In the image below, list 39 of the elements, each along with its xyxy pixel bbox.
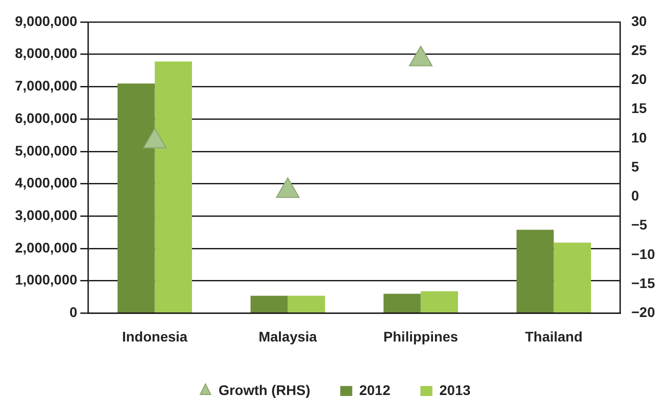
y-tick-label: 4,000,000 (14, 174, 78, 191)
y-tick-label: 0 (69, 304, 78, 320)
y2-tick-label: 5 (631, 158, 640, 174)
point (143, 128, 167, 148)
bar (250, 296, 288, 313)
point (409, 46, 433, 66)
x-tick-label: Indonesia (122, 328, 188, 344)
y-tick-label: 7,000,000 (14, 78, 78, 94)
y2-tick-label: 0 (631, 188, 640, 204)
y2-tick-label: −15 (631, 274, 656, 291)
y2-tick-label: 30 (631, 12, 648, 29)
x-tick-label: Philippines (383, 328, 458, 344)
y-tick-label: 2,000,000 (14, 239, 78, 256)
y2-tick-label: 15 (631, 100, 648, 116)
y-tick-label: 3,000,000 (14, 206, 78, 223)
legend-label: 2013 (439, 382, 471, 398)
bar (154, 61, 192, 313)
bar (384, 294, 421, 313)
y-tick-label: 1,000,000 (14, 272, 78, 288)
y2-tick-label: 20 (631, 71, 648, 88)
y-tick-label: 9,000,000 (14, 12, 78, 29)
bar (554, 242, 591, 313)
y2-tick-label: 10 (631, 129, 648, 146)
bar (288, 296, 326, 313)
y-tick-label: 6,000,000 (14, 110, 78, 126)
legend-label: Growth (RHS) (218, 382, 310, 398)
legend-label: 2012 (359, 382, 391, 398)
y2-tick-label: −20 (631, 304, 656, 320)
y2-tick-label: −5 (631, 216, 648, 233)
y-tick-label: 5,000,000 (14, 142, 78, 158)
y2-tick-label: −10 (631, 246, 656, 262)
bar (516, 230, 554, 313)
y2-tick-label: 25 (631, 42, 648, 58)
bar (420, 291, 458, 313)
x-tick-label: Thailand (524, 328, 583, 344)
y-tick-label: 8,000,000 (14, 45, 78, 62)
x-tick-label: Malaysia (258, 328, 318, 344)
point (276, 177, 300, 198)
bar (118, 83, 155, 313)
